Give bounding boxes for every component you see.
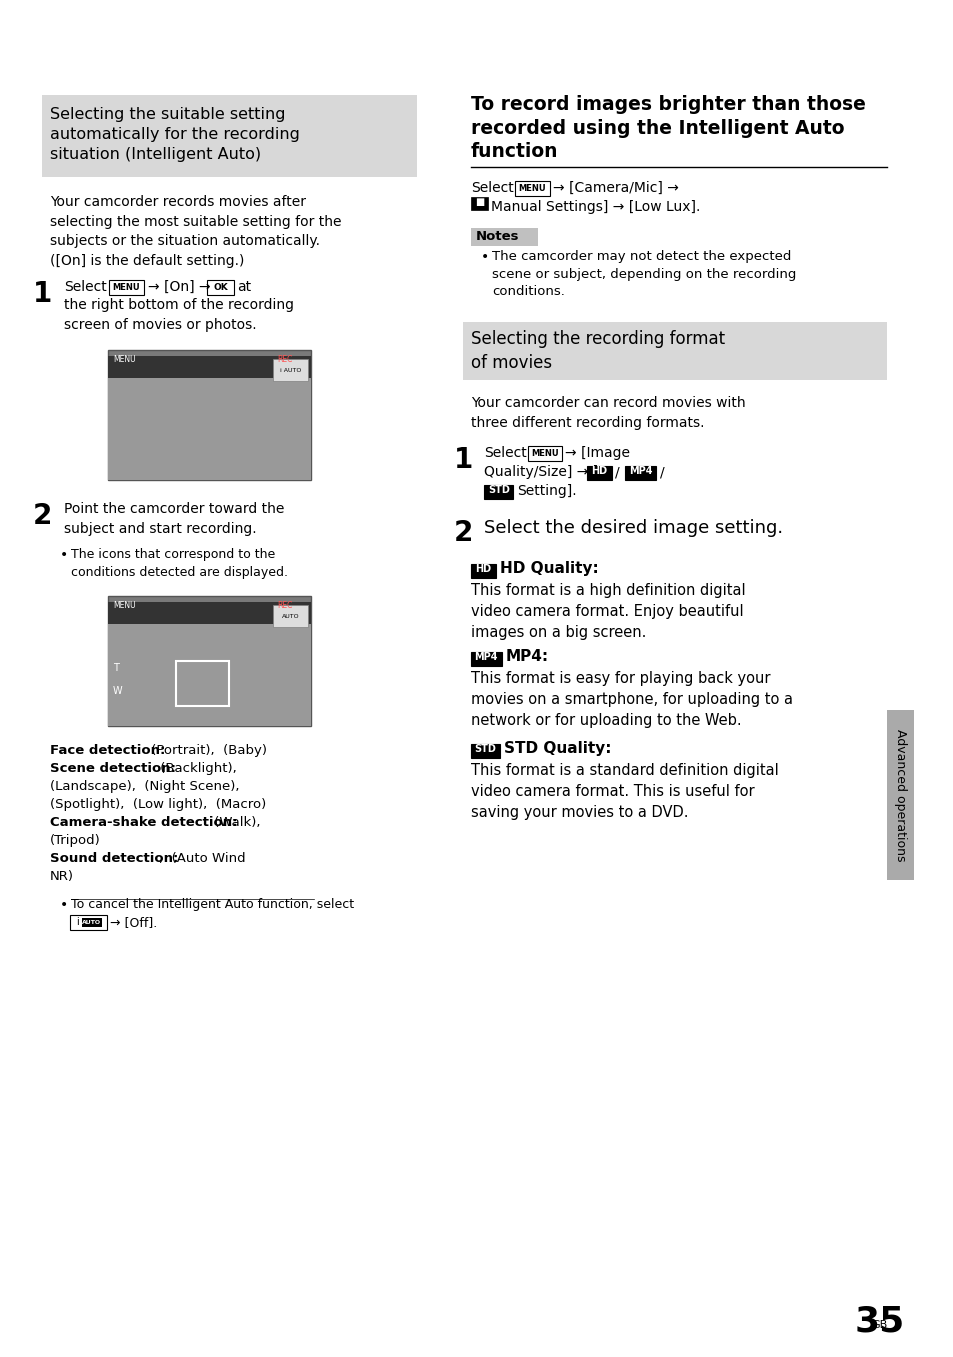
Text: OK: OK [213, 282, 228, 292]
Text: (Portrait),  (Baby): (Portrait), (Baby) [147, 744, 266, 757]
Text: Setting].: Setting]. [517, 484, 576, 498]
Text: HD Quality:: HD Quality: [499, 560, 598, 575]
Text: The camcorder may not detect the expected
scene or subject, depending on the rec: The camcorder may not detect the expecte… [492, 250, 796, 299]
FancyBboxPatch shape [207, 280, 234, 294]
Text: •: • [480, 250, 488, 265]
FancyBboxPatch shape [470, 228, 537, 246]
Text: This format is easy for playing back your
movies on a smartphone, for uploading : This format is easy for playing back you… [470, 670, 792, 727]
FancyBboxPatch shape [108, 596, 311, 726]
Text: MENU: MENU [518, 183, 546, 193]
Text: the right bottom of the recording
screen of movies or photos.: the right bottom of the recording screen… [64, 299, 294, 331]
Text: REC: REC [276, 356, 292, 364]
Text: T: T [112, 664, 118, 673]
Text: /: / [659, 465, 663, 479]
Text: STD: STD [487, 484, 509, 495]
Text: → [Camera/Mic] →: → [Camera/Mic] → [552, 180, 678, 195]
Text: Your camcorder can record movies with
three different recording formats.: Your camcorder can record movies with th… [470, 396, 744, 430]
Text: Notes: Notes [476, 229, 518, 243]
Text: i: i [75, 917, 78, 927]
Text: Advanced operations: Advanced operations [894, 729, 906, 862]
Text: Camera-shake detection:: Camera-shake detection: [51, 816, 237, 829]
Text: AUTO: AUTO [82, 920, 101, 924]
Text: Quality/Size] → [: Quality/Size] → [ [484, 465, 598, 479]
Text: MP4:: MP4: [505, 649, 548, 664]
Text: This format is a standard definition digital
video camera format. This is useful: This format is a standard definition dig… [470, 763, 778, 820]
Text: (Landscape),  (Night Scene),: (Landscape), (Night Scene), [51, 780, 248, 792]
Text: MENU: MENU [112, 601, 135, 611]
FancyBboxPatch shape [273, 605, 308, 627]
Text: To record images brighter than those
recorded using the Intelligent Auto
functio: To record images brighter than those rec… [470, 95, 864, 161]
Text: REC: REC [276, 601, 292, 611]
FancyBboxPatch shape [108, 350, 311, 480]
FancyBboxPatch shape [470, 197, 488, 210]
Text: HD: HD [475, 565, 491, 574]
Text: 35: 35 [854, 1305, 904, 1339]
Text: Sound detection:: Sound detection: [51, 852, 178, 864]
Text: → [On] →: → [On] → [148, 280, 210, 294]
FancyBboxPatch shape [82, 917, 102, 927]
Text: MP4: MP4 [474, 651, 497, 662]
FancyBboxPatch shape [42, 95, 416, 176]
Text: GB: GB [871, 1320, 887, 1330]
FancyBboxPatch shape [586, 465, 611, 480]
Text: MENU: MENU [112, 282, 140, 292]
Text: 2: 2 [453, 518, 473, 547]
FancyBboxPatch shape [108, 356, 311, 379]
Text: i AUTO: i AUTO [279, 368, 301, 373]
Text: Select the desired image setting.: Select the desired image setting. [484, 518, 782, 537]
Text: /: / [615, 465, 619, 479]
Text: (Walk),: (Walk), [210, 816, 269, 829]
Text: at: at [237, 280, 252, 294]
Text: Point the camcorder toward the
subject and start recording.: Point the camcorder toward the subject a… [64, 502, 284, 536]
Text: MENU: MENU [112, 356, 135, 364]
Text: Selecting the suitable setting
automatically for the recording
situation (Intell: Selecting the suitable setting automatic… [51, 107, 300, 161]
Text: 2: 2 [32, 502, 52, 531]
Text: W: W [112, 687, 122, 696]
Text: (Backlight),: (Backlight), [156, 763, 245, 775]
Text: Select: Select [484, 446, 526, 460]
FancyBboxPatch shape [624, 465, 656, 480]
Text: → [Image: → [Image [565, 446, 630, 460]
FancyBboxPatch shape [470, 651, 501, 666]
Text: → [Off].: → [Off]. [110, 916, 157, 930]
FancyBboxPatch shape [484, 484, 513, 499]
Text: To cancel the Intelligent Auto function, select: To cancel the Intelligent Auto function,… [71, 898, 355, 911]
FancyBboxPatch shape [527, 446, 562, 461]
Text: This format is a high definition digital
video camera format. Enjoy beautiful
im: This format is a high definition digital… [470, 584, 744, 641]
Text: Selecting the recording format
of movies: Selecting the recording format of movies [470, 330, 724, 372]
Text: MENU: MENU [531, 449, 558, 457]
FancyBboxPatch shape [108, 375, 311, 480]
Text: NR): NR) [51, 870, 74, 883]
Text: STD: STD [474, 744, 496, 754]
Text: Scene detection:: Scene detection: [51, 763, 176, 775]
FancyBboxPatch shape [470, 744, 499, 759]
FancyBboxPatch shape [470, 565, 496, 578]
FancyBboxPatch shape [515, 180, 549, 195]
Text: AUTO: AUTO [281, 613, 299, 619]
Text: ■: ■ [475, 197, 483, 208]
FancyBboxPatch shape [109, 280, 144, 294]
Text: Select: Select [470, 180, 513, 195]
Text: ,  (Auto Wind: , (Auto Wind [159, 852, 246, 864]
Text: Select: Select [64, 280, 107, 294]
FancyBboxPatch shape [273, 360, 308, 381]
FancyBboxPatch shape [71, 915, 107, 930]
Text: HD: HD [590, 465, 606, 476]
Text: •: • [60, 898, 68, 912]
Text: •: • [60, 548, 68, 562]
Text: STD Quality:: STD Quality: [503, 741, 611, 756]
Text: 1: 1 [32, 280, 52, 308]
Text: (Spotlight),  (Low light),  (Macro): (Spotlight), (Low light), (Macro) [51, 798, 266, 811]
Text: (Tripod): (Tripod) [51, 835, 101, 847]
FancyBboxPatch shape [462, 322, 886, 380]
Text: The icons that correspond to the
conditions detected are displayed.: The icons that correspond to the conditi… [71, 548, 288, 579]
Text: Manual Settings] → [Low Lux].: Manual Settings] → [Low Lux]. [491, 199, 700, 214]
Text: Face detection:: Face detection: [51, 744, 166, 757]
FancyBboxPatch shape [108, 622, 311, 726]
Text: Your camcorder records movies after
selecting the most suitable setting for the
: Your camcorder records movies after sele… [51, 195, 341, 267]
Text: 1: 1 [453, 446, 472, 474]
FancyBboxPatch shape [886, 710, 914, 879]
FancyBboxPatch shape [108, 603, 311, 624]
Text: MP4: MP4 [628, 465, 652, 476]
